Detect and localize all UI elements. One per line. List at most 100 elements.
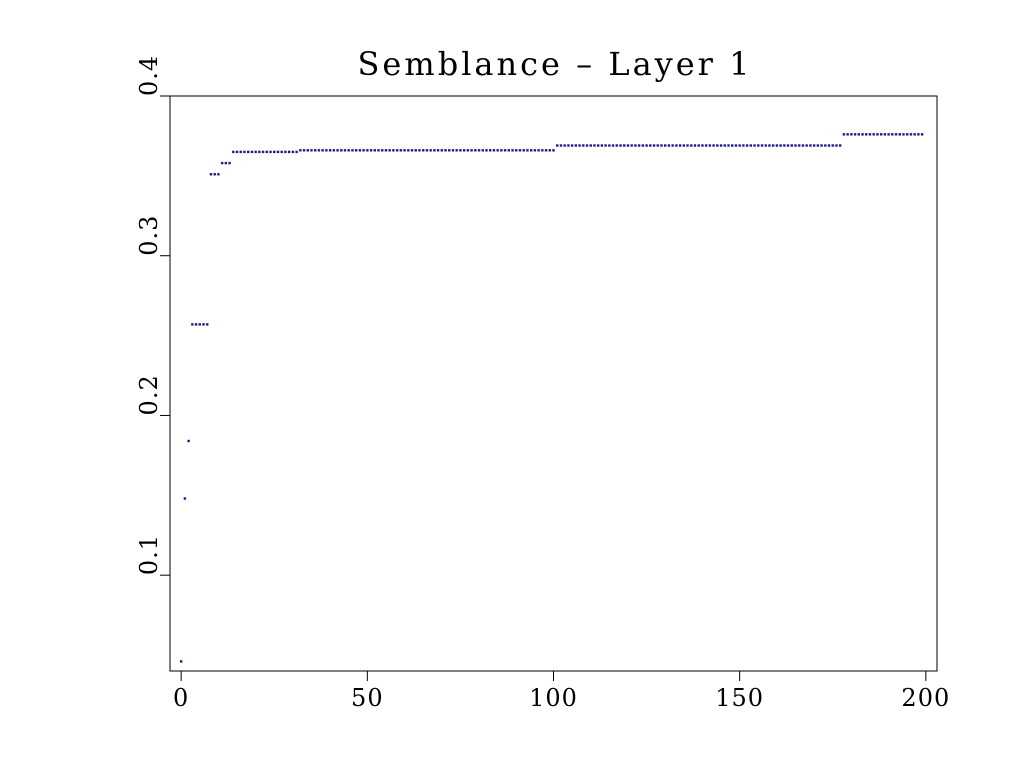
data-point [369, 149, 373, 152]
data-point [403, 149, 406, 152]
data-point [712, 144, 715, 147]
data-point [775, 144, 779, 147]
data-point [250, 150, 254, 154]
data-point [611, 144, 615, 147]
data-point [917, 133, 920, 136]
data-point [831, 144, 834, 147]
data-point [336, 149, 339, 152]
data-point [667, 144, 671, 147]
data-point [325, 149, 328, 152]
data-point [898, 133, 901, 136]
data-point [652, 144, 656, 147]
data-point [857, 133, 861, 136]
data-point [287, 150, 291, 154]
data-point [544, 149, 548, 152]
data-point [328, 149, 332, 152]
data-point [920, 133, 924, 136]
data-point [418, 149, 421, 152]
data-point [771, 144, 775, 147]
data-point [414, 149, 417, 152]
data-point [734, 144, 738, 147]
data-point [656, 144, 659, 147]
data-point [853, 133, 857, 136]
data-point [805, 144, 808, 147]
data-point [887, 133, 890, 136]
data-point [589, 144, 592, 147]
data-point [500, 149, 503, 152]
data-point [678, 144, 682, 147]
data-point [351, 149, 354, 152]
data-point [489, 149, 492, 152]
data-point [630, 144, 633, 147]
data-point [232, 150, 235, 154]
data-point [753, 144, 756, 147]
data-point [273, 150, 276, 154]
data-point [436, 149, 440, 152]
data-point [362, 149, 365, 152]
data-point [757, 144, 760, 147]
data-point [299, 149, 302, 152]
x-axis: 0 50 100 150 200 [173, 671, 950, 712]
data-point [623, 144, 626, 147]
data-point [883, 133, 887, 136]
data-point [779, 144, 782, 147]
data-point [407, 149, 410, 152]
data-point [879, 133, 883, 136]
data-point [749, 144, 753, 147]
data-point [865, 133, 868, 136]
data-point [719, 144, 723, 147]
data-point [731, 144, 734, 147]
x-tick-label: 150 [715, 684, 764, 712]
data-point [690, 144, 693, 147]
data-point [552, 149, 555, 152]
data-point [742, 144, 745, 147]
data-point [507, 149, 511, 152]
data-point [410, 149, 414, 152]
data-point [235, 150, 239, 154]
data-point [358, 149, 362, 152]
data-point [809, 144, 812, 147]
data-point [637, 144, 641, 147]
data-point [183, 497, 187, 500]
data-point [548, 149, 551, 152]
data-point [202, 323, 205, 326]
data-point [600, 144, 604, 147]
data-point [466, 149, 470, 152]
data-point [641, 144, 645, 147]
data-point [708, 144, 712, 147]
data-point [388, 149, 391, 152]
data-point [738, 144, 741, 147]
data-point [321, 149, 324, 152]
data-point [217, 173, 220, 176]
data-point [399, 149, 403, 152]
data-point [716, 144, 719, 147]
data-point [254, 150, 257, 154]
data-point [541, 149, 544, 152]
data-point [239, 150, 242, 154]
x-tick-label: 200 [901, 684, 950, 712]
data-point [745, 144, 749, 147]
data-point [377, 149, 380, 152]
data-point [861, 133, 864, 136]
data-point [596, 144, 600, 147]
data-point [243, 150, 246, 154]
data-point [511, 149, 514, 152]
data-point [556, 144, 559, 147]
data-point [909, 133, 913, 136]
data-point [812, 144, 816, 147]
data-point [206, 323, 209, 326]
data-point [723, 144, 726, 147]
data-point [470, 149, 473, 152]
data-point [392, 149, 395, 152]
data-point [209, 173, 213, 176]
data-point [894, 133, 898, 136]
data-point [567, 144, 570, 147]
y-axis: 0.1 0.2 0.3 0.4 [135, 55, 170, 576]
data-point [906, 133, 909, 136]
data-point [820, 144, 823, 147]
data-point [459, 149, 462, 152]
data-point [291, 150, 295, 154]
data-point [850, 133, 853, 136]
data-point [194, 323, 198, 326]
data-point [343, 149, 347, 152]
